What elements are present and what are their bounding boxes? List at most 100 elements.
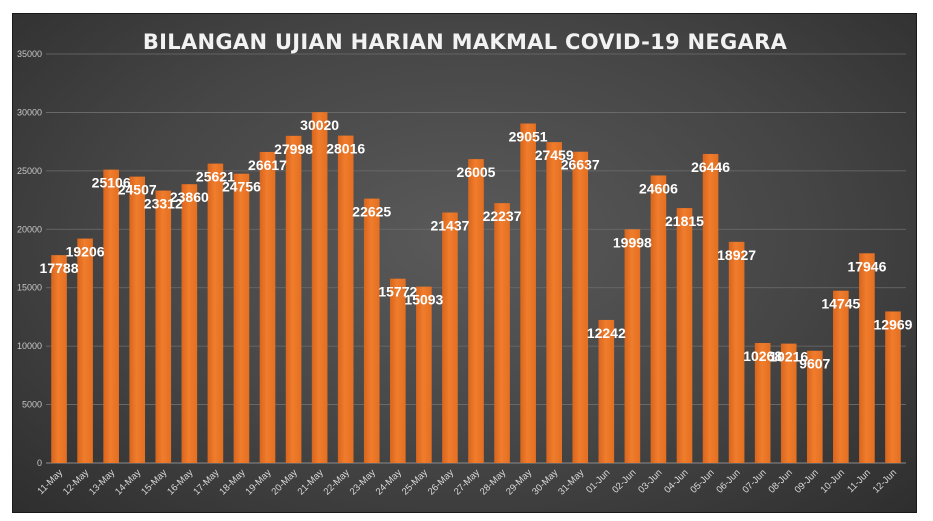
bar-14-May xyxy=(129,176,146,463)
bar-13-May xyxy=(103,169,119,463)
chart-area: BILANGAN UJIAN HARIAN MAKMAL COVID-19 NE… xyxy=(13,14,916,512)
bar-21-May xyxy=(311,112,328,463)
data-label: 19998 xyxy=(613,234,652,250)
x-tick-label: 11-May xyxy=(35,467,65,497)
x-tick-label: 17-May xyxy=(191,467,221,497)
data-label: 10268 xyxy=(743,348,782,364)
bar-chart: BILANGAN UJIAN HARIAN MAKMAL COVID-19 NE… xyxy=(17,30,913,498)
y-tick-label: 25000 xyxy=(17,166,42,176)
data-label: 23860 xyxy=(170,189,209,205)
x-tick-label: 14-May xyxy=(113,467,143,497)
x-tick-label: 13-May xyxy=(87,467,117,497)
y-tick-label: 35000 xyxy=(17,49,42,59)
x-tick-label: 05-Jun xyxy=(688,467,716,495)
bar-06-Jun xyxy=(728,241,745,463)
bar-25-May xyxy=(416,286,432,463)
bar-20-May xyxy=(285,135,302,463)
data-label: 24606 xyxy=(639,180,678,196)
x-tick-label: 25-May xyxy=(400,467,430,497)
bar-12-Jun xyxy=(885,311,901,463)
x-tick-label: 27-May xyxy=(452,467,482,497)
x-tick-label: 24-May xyxy=(374,467,404,497)
x-tick-label: 18-May xyxy=(217,467,247,497)
x-tick-label: 23-May xyxy=(348,467,378,497)
bar-27-May xyxy=(468,159,484,463)
bar-31-May xyxy=(572,151,589,463)
bar-23-May xyxy=(363,198,380,463)
x-tick-label: 30-May xyxy=(530,467,560,497)
data-label: 19206 xyxy=(66,244,105,260)
bar-10-Jun xyxy=(833,290,849,463)
x-tick-label: 22-May xyxy=(322,467,352,497)
bar-04-Jun xyxy=(676,208,693,463)
x-tick-label: 26-May xyxy=(426,467,456,497)
bar-05-Jun xyxy=(702,153,719,463)
x-tick-label: 06-Jun xyxy=(714,467,742,495)
data-label: 26617 xyxy=(248,157,287,173)
y-tick-label: 15000 xyxy=(17,283,42,293)
data-label: 27459 xyxy=(535,147,574,163)
x-tick-label: 28-May xyxy=(478,467,508,497)
data-label: 17946 xyxy=(847,258,886,274)
y-tick-label: 5000 xyxy=(22,400,42,410)
y-axis-ticks: 0 5000 10000 15000 20000 25000 30000 35000 xyxy=(17,49,42,468)
data-label: 21437 xyxy=(430,217,469,233)
x-tick-label: 10-Jun xyxy=(819,467,847,495)
bar-11-May xyxy=(51,255,67,463)
x-tick-label: 31-May xyxy=(556,467,586,497)
x-tick-label: 01-Jun xyxy=(584,467,612,495)
data-label: 15772 xyxy=(378,284,417,300)
data-label: 25106 xyxy=(92,175,131,191)
y-tick-label: 10000 xyxy=(17,341,42,351)
x-tick-label: 07-Jun xyxy=(740,467,768,495)
data-label: 18927 xyxy=(717,247,756,263)
bar-22-May xyxy=(337,135,354,463)
bar-03-Jun xyxy=(650,175,667,464)
bars xyxy=(51,112,901,464)
data-label: 26005 xyxy=(457,164,496,180)
bar-26-May xyxy=(442,212,458,463)
data-label: 23312 xyxy=(144,196,183,212)
bar-30-May xyxy=(546,142,562,463)
y-tick-label: 20000 xyxy=(17,224,42,234)
bar-11-Jun xyxy=(859,253,875,463)
x-tick-label: 16-May xyxy=(165,467,195,497)
data-label: 12242 xyxy=(587,325,626,341)
data-label: 28016 xyxy=(326,141,365,157)
data-label: 24507 xyxy=(118,182,157,198)
x-tick-label: 29-May xyxy=(504,467,534,497)
data-label: 22625 xyxy=(352,204,391,220)
x-tick-label: 02-Jun xyxy=(610,467,638,495)
x-tick-label: 12-Jun xyxy=(871,467,899,495)
bar-09-Jun xyxy=(806,350,823,463)
data-label: 29051 xyxy=(509,129,548,145)
bar-18-May xyxy=(233,173,250,464)
bar-28-May xyxy=(494,203,510,463)
x-tick-label: 21-May xyxy=(296,467,326,497)
bar-15-May xyxy=(155,190,172,463)
data-label: 21815 xyxy=(665,213,704,229)
x-tick-label: 11-Jun xyxy=(845,467,873,495)
bar-12-May xyxy=(77,238,93,463)
bar-02-Jun xyxy=(624,229,641,463)
data-label: 27998 xyxy=(274,141,313,157)
bar-16-May xyxy=(181,184,198,463)
data-label: 12969 xyxy=(874,316,913,332)
x-tick-label: 08-Jun xyxy=(767,467,795,495)
data-label: 26637 xyxy=(561,157,600,173)
data-label: 25621 xyxy=(196,169,235,185)
data-label: 15093 xyxy=(404,292,443,308)
x-tick-label: 20-May xyxy=(270,467,300,497)
data-label: 17788 xyxy=(40,260,79,276)
data-label: 14745 xyxy=(821,296,860,312)
x-axis-ticks: 11-May12-May13-May14-May15-May16-May17-M… xyxy=(35,467,899,497)
x-tick-label: 09-Jun xyxy=(793,467,821,495)
x-tick-label: 04-Jun xyxy=(662,467,690,495)
bar-01-Jun xyxy=(598,319,615,463)
y-tick-label: 30000 xyxy=(17,107,42,117)
bar-17-May xyxy=(207,163,224,463)
x-tick-label: 03-Jun xyxy=(636,467,664,495)
bar-19-May xyxy=(259,151,276,463)
bar-24-May xyxy=(390,278,406,463)
